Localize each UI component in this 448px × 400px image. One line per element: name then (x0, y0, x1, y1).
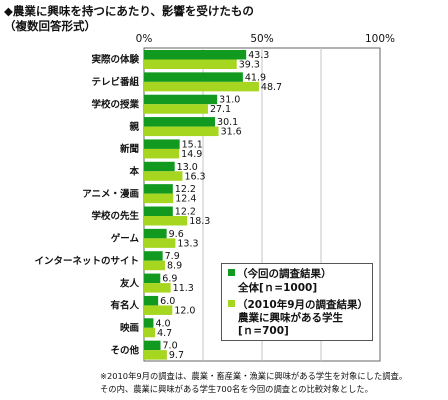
data-label-series1: 12.2 (175, 184, 196, 195)
data-label-series1: 31.0 (219, 95, 240, 106)
bar-series1 (144, 161, 175, 172)
data-label-series2: 14.9 (181, 149, 202, 160)
category-label: 学校の先生 (91, 210, 139, 222)
legend-swatch-series2 (228, 300, 235, 307)
data-label-series2: 48.7 (261, 82, 282, 93)
data-label-series1: 6.9 (162, 274, 177, 285)
data-label-series2: 12.0 (174, 305, 195, 316)
data-label-series2: 12.4 (175, 194, 196, 205)
bar-series1 (144, 340, 161, 351)
category-label: 新聞 (120, 143, 139, 155)
data-label-series2: 18.3 (189, 216, 210, 227)
category-label: インターネットのサイト (34, 255, 139, 267)
data-label-series2: 31.6 (221, 127, 242, 138)
x-tick-label: 50% (250, 33, 273, 45)
bar-series1 (144, 94, 218, 105)
bar-series2 (144, 216, 188, 226)
legend-series1-line2: 全体[ｎ=1000] (238, 282, 318, 294)
bar-series2 (144, 81, 259, 92)
bar-series2 (144, 260, 166, 271)
legend-series2-line3: [ｎ=700] (238, 325, 289, 337)
bar-series2 (144, 327, 156, 338)
legend-series2-line1: （2010年9月の調査結果） (237, 299, 369, 311)
category-label: テレビ番組 (91, 76, 139, 88)
bar-series1 (144, 228, 167, 239)
data-label-series1: 7.9 (165, 251, 180, 262)
bar-series2 (144, 305, 173, 315)
legend-swatch-series1 (228, 269, 235, 276)
data-label-series2: 16.3 (184, 171, 205, 182)
data-label-series1: 7.0 (163, 341, 178, 352)
chart-title: ◆農業に興味を持つにあたり、影響を受けたもの (4, 4, 254, 18)
data-label-series1: 6.0 (160, 296, 175, 307)
category-label: ゲーム (111, 233, 140, 245)
chart-subtitle: （複数回答形式） (4, 19, 96, 33)
category-label: 親 (129, 121, 139, 133)
data-label-series2: 27.1 (210, 104, 231, 115)
bar-series2 (144, 171, 183, 181)
bar-series2 (144, 193, 174, 204)
legend-series2-line2: 農業に興味がある学生 (238, 312, 343, 324)
bar-series1 (144, 139, 180, 149)
category-label: 有名人 (110, 300, 139, 312)
data-label-series1: 43.3 (248, 50, 269, 61)
bar-series1 (144, 206, 173, 216)
bar-series1 (144, 50, 247, 60)
bar-series1 (144, 72, 243, 82)
bar-series2 (144, 104, 208, 114)
data-label-series1: 13.0 (177, 162, 198, 173)
data-label-series2: 8.9 (167, 261, 182, 272)
data-label-series2: 13.3 (177, 238, 198, 249)
bar-series2 (144, 350, 167, 360)
footnote-line1: ※2010年9月の調査は、農業・畜産業・漁業に興味がある学生を対象にした調査。 (100, 371, 408, 381)
category-label: 本 (129, 165, 139, 177)
category-label: 実際の体験 (91, 54, 139, 66)
data-label-series2: 39.3 (239, 60, 260, 71)
category-label: 学校の授業 (91, 98, 139, 110)
category-label: アニメ・漫画 (82, 188, 139, 200)
bar-series1 (144, 273, 161, 284)
bar-series2 (144, 126, 219, 137)
data-label-series2: 4.7 (157, 328, 172, 339)
bar-series1 (144, 251, 163, 261)
data-label-series1: 12.2 (175, 207, 196, 218)
data-label-series1: 30.1 (217, 117, 238, 128)
category-label: 友人 (119, 277, 140, 289)
data-label-series1: 9.6 (169, 229, 184, 240)
data-label-series1: 4.0 (155, 318, 170, 329)
data-label-series2: 11.3 (173, 283, 194, 294)
data-label-series1: 15.1 (182, 139, 203, 150)
legend-series1-line1: （今回の調査結果） (237, 268, 332, 280)
bar-series1 (144, 184, 173, 194)
bar-series2 (144, 238, 176, 248)
category-label: 映画 (120, 322, 139, 334)
data-label-series2: 9.7 (169, 350, 184, 361)
bar-series1 (144, 117, 216, 127)
data-label-series1: 41.9 (245, 72, 266, 83)
bar-series1 (144, 318, 154, 328)
bar-series2 (144, 59, 237, 69)
legend: （今回の調査結果） 全体[ｎ=1000] （2010年9月の調査結果） 農業に興… (221, 263, 373, 341)
footnote-line2: その内、農業に興味がある学生700名を今回の調査との比較対象とした。 (100, 384, 373, 394)
bar-series2 (144, 283, 171, 293)
category-label: その他 (110, 344, 139, 356)
x-tick-label: 100% (365, 33, 395, 45)
bar-series1 (144, 295, 159, 306)
bar-series2 (144, 148, 180, 159)
x-tick-label: 0% (136, 33, 153, 45)
